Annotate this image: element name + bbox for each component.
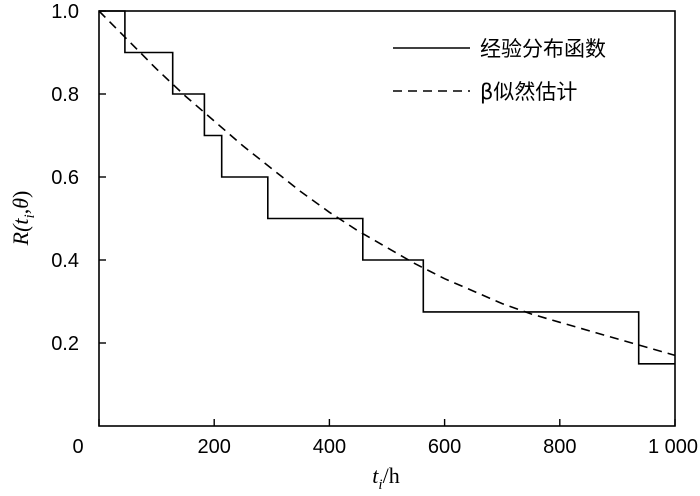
- y-tick-label: 0.4: [51, 250, 79, 272]
- series-beta-curve: [98, 10, 676, 357]
- legend-label-beta: β似然估计: [480, 80, 577, 104]
- x-tick-label: 800: [543, 436, 576, 458]
- x-tick-label: 200: [198, 436, 231, 458]
- y-tick-label: 0.6: [51, 167, 79, 189]
- y-tick-label: 0.2: [51, 333, 79, 355]
- x-axis-label: ti/h: [372, 463, 399, 493]
- legend-label-empirical: 经验分布函数: [480, 37, 606, 61]
- y-tick-label: 0.8: [51, 84, 79, 106]
- x-tick-label: 400: [313, 436, 346, 458]
- y-axis-label: R(ti,θ): [8, 191, 38, 247]
- x-tick-label: 1 000: [648, 436, 698, 458]
- series-empirical-line: [99, 10, 675, 365]
- x-tick-label: 0: [72, 436, 83, 458]
- legend: 经验分布函数 β似然估计: [393, 37, 606, 104]
- series-layer: [98, 10, 676, 365]
- ticks-layer: 0 200 400 600 800 1 000 0.2 0.4 0.6 0.8 1.0: [51, 1, 698, 458]
- y-tick-label: 1.0: [51, 1, 79, 23]
- x-tick-label: 600: [428, 436, 461, 458]
- plot-frame: [98, 10, 676, 427]
